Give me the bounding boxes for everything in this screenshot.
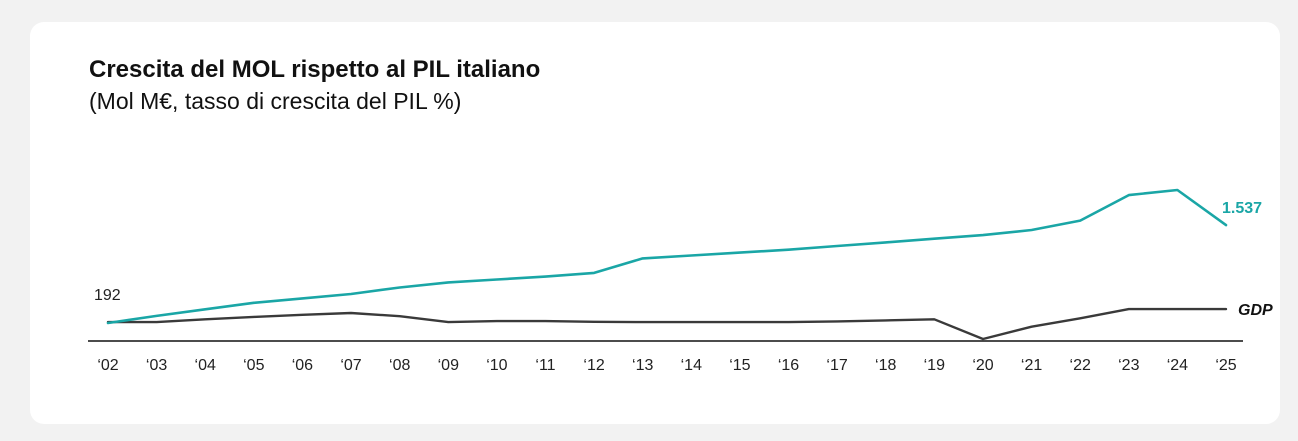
data-labels: 1.537 192 GDP [94, 200, 1273, 319]
x-tick-label: ‘19 [924, 357, 945, 374]
x-tick-label: ‘03 [146, 357, 167, 374]
x-tick-label: ‘24 [1167, 357, 1188, 374]
x-tick-label: ‘21 [1021, 357, 1042, 374]
x-tick-label: ‘12 [583, 357, 604, 374]
gdp-series-line [106, 307, 1228, 341]
x-tick-label: ‘25 [1215, 357, 1236, 374]
x-tick-label: ‘13 [632, 357, 653, 374]
x-tick-label: ‘14 [681, 357, 702, 374]
x-tick-label: ‘07 [340, 357, 361, 374]
x-tick-label: ‘06 [292, 357, 313, 374]
x-tick-label: ‘17 [826, 357, 847, 374]
x-tick-label: ‘15 [729, 357, 750, 374]
mol-series-line [106, 188, 1228, 325]
gdp-series-label: GDP [1238, 302, 1273, 319]
x-tick-label: ‘22 [1070, 357, 1091, 374]
x-tick-label: ‘05 [243, 357, 264, 374]
x-tick-label: ‘10 [486, 357, 507, 374]
x-tick-label: ‘09 [438, 357, 459, 374]
x-tick-label: ‘23 [1118, 357, 1139, 374]
gdp-series-group [106, 307, 1228, 341]
x-tick-label: ‘20 [972, 357, 993, 374]
x-tick-label: ‘08 [389, 357, 410, 374]
chart-title: Crescita del MOL rispetto al PIL italian… [89, 56, 541, 83]
x-tick-label: ‘02 [97, 357, 118, 374]
x-tick-label: ‘04 [195, 357, 216, 374]
mol-series-group [106, 188, 1228, 325]
x-tick-labels: ‘02 ‘03 ‘04 ‘05 ‘06 ‘07 ‘08 ‘09 ‘10 ‘11 ‘12 ‘13 ‘14 ‘… [97, 357, 1236, 374]
mol-end-value-label: 1.537 [1222, 200, 1262, 217]
mol-start-value-label: 192 [94, 287, 121, 304]
x-tick-label: ‘11 [535, 357, 555, 374]
x-tick-label: ‘18 [875, 357, 896, 374]
x-tick-label: ‘16 [778, 357, 799, 374]
chart-subtitle: (Mol M€, tasso di crescita del PIL %) [89, 88, 462, 114]
